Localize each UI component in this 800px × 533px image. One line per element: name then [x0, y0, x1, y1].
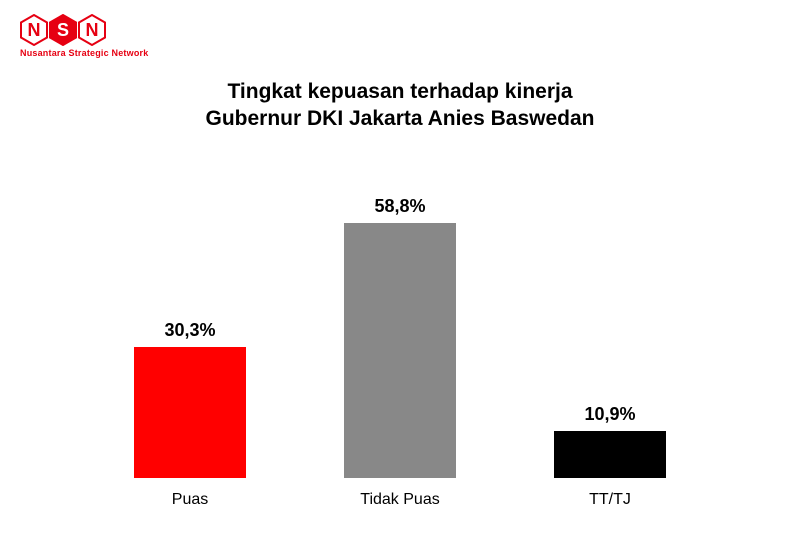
bar	[344, 223, 456, 478]
bar	[554, 431, 666, 478]
logo-tagline: Nusantara Strategic Network	[20, 48, 148, 58]
bar	[134, 347, 246, 478]
chart-title: Tingkat kepuasan terhadap kinerja Gubern…	[0, 78, 800, 133]
logo: N S N Nusantara Strategic Network	[20, 14, 148, 58]
title-line-2: Gubernur DKI Jakarta Anies Baswedan	[0, 105, 800, 132]
bar-chart: 30,3% 58,8% 10,9%	[0, 178, 800, 478]
x-axis-label: Tidak Puas	[340, 491, 460, 509]
bar-group: 30,3%	[130, 320, 250, 478]
bar-value-label: 30,3%	[164, 320, 215, 341]
logo-hex-n2: N	[78, 14, 106, 46]
x-axis-label: TT/TJ	[550, 491, 670, 509]
logo-hex-s: S	[49, 14, 77, 46]
bar-value-label: 58,8%	[374, 196, 425, 217]
logo-hex-n1: N	[20, 14, 48, 46]
logo-letter: N	[86, 20, 99, 41]
x-axis-label: Puas	[130, 491, 250, 509]
logo-letter: S	[57, 20, 69, 41]
x-axis-labels: Puas Tidak Puas TT/TJ	[0, 491, 800, 509]
bar-group: 58,8%	[340, 196, 460, 478]
logo-letter: N	[28, 20, 41, 41]
title-line-1: Tingkat kepuasan terhadap kinerja	[0, 78, 800, 105]
bar-group: 10,9%	[550, 404, 670, 478]
bar-value-label: 10,9%	[584, 404, 635, 425]
logo-hexagons: N S N	[20, 14, 148, 46]
